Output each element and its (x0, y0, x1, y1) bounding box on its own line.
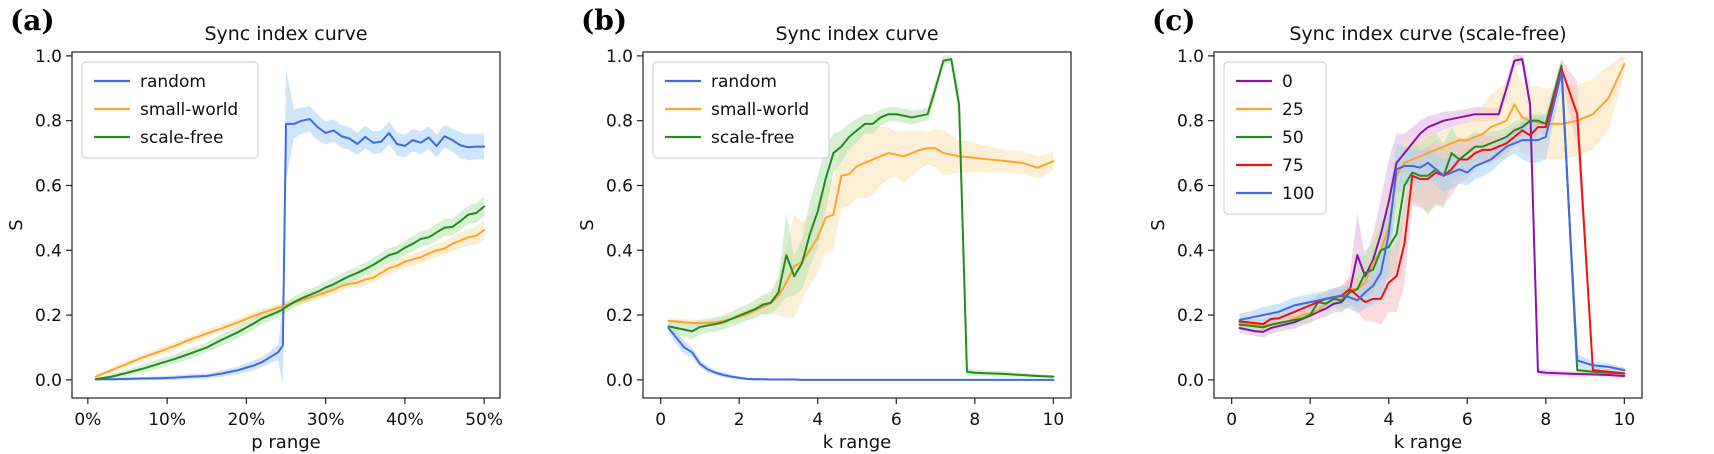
panel-b: (b) 0 2 4 6 8 10 0.0 0.2 0.4 0.6 0.8 1.0 Sync index … (571, 0, 1142, 454)
y-tick-label: 0.8 (35, 112, 62, 132)
band-scale-free (668, 55, 1054, 379)
line-small-world (94, 229, 486, 378)
legend-box (652, 61, 830, 159)
x-tick-label: 40% (386, 410, 424, 430)
x-axis-label: p range (251, 432, 321, 453)
x-tick-label: 30% (307, 410, 345, 430)
line-25 (1238, 62, 1626, 327)
legend-label-random: random (140, 72, 206, 92)
legend-label-scale-free: scale-free (140, 128, 223, 148)
line-random (94, 118, 486, 381)
y-tick-label: 0.6 (606, 176, 633, 196)
panel-label-b: (b) (581, 4, 628, 37)
y-axis-label: S (1148, 219, 1169, 230)
x-tick-label: 8 (1540, 410, 1551, 430)
axes-frame (642, 51, 1072, 399)
chart-c: 0 2 4 6 8 10 0.0 0.2 0.4 0.6 0.8 1.0 Sync index curv… (1148, 23, 1643, 453)
panel-label-c: (c) (1152, 4, 1196, 37)
y-tick-label: 1.0 (606, 47, 633, 67)
y-tick-label: 0.8 (1177, 112, 1204, 132)
line-scale-free (667, 58, 1055, 378)
panel-a: (a) 0% 10% 20% 30% 40% 50% 0.0 0.2 0.4 0.6 0.8 1.0 S… (0, 0, 571, 454)
line-0 (1238, 58, 1626, 377)
x-tick-label: 0 (1226, 410, 1237, 430)
axes-frame (1213, 51, 1643, 399)
x-tick-label: 4 (1383, 410, 1394, 430)
legend-label-random: random (711, 72, 777, 92)
legend-label-25: 25 (1282, 100, 1304, 120)
legend-label-scale-free: scale-free (711, 128, 794, 148)
legend-box (1223, 61, 1327, 215)
x-tick-label: 6 (1462, 410, 1473, 430)
y-tick-label: 0.6 (1177, 176, 1204, 196)
y-tick-label: 0.4 (35, 241, 62, 261)
legend-label-75: 75 (1282, 156, 1304, 176)
chart-title: Sync index curve (204, 23, 367, 45)
line-random (667, 327, 1055, 381)
x-tick-label: 10 (1614, 410, 1636, 430)
chart-b: 0 2 4 6 8 10 0.0 0.2 0.4 0.6 0.8 1.0 Sync index curv… (577, 23, 1072, 453)
band-100 (1239, 59, 1625, 373)
y-tick-label: 0.0 (35, 371, 62, 391)
x-tick-label: 0 (655, 410, 666, 430)
x-tick-label: 10 (1043, 410, 1065, 430)
chart-title: Sync index curve (scale-free) (1289, 23, 1566, 45)
axes-frame (71, 51, 501, 399)
x-tick-label: 10% (148, 410, 186, 430)
y-tick-label: 0.2 (606, 306, 633, 326)
y-tick-label: 0.4 (1177, 241, 1204, 261)
chart-title: Sync index curve (775, 23, 938, 45)
y-tick-label: 0.6 (35, 176, 62, 196)
x-tick-label: 4 (812, 410, 823, 430)
x-tick-label: 2 (734, 410, 745, 430)
y-tick-label: 1.0 (35, 47, 62, 67)
legend-box (81, 61, 259, 159)
x-axis-label: k range (823, 432, 891, 453)
legend-label-0: 0 (1282, 72, 1293, 92)
line-100 (1238, 71, 1626, 372)
line-scale-free (94, 205, 486, 381)
chart-a: 0% 10% 20% 30% 40% 50% 0.0 0.2 0.4 0.6 0.8 1.0 Sync … (6, 23, 503, 453)
x-axis-label: k range (1394, 432, 1462, 453)
y-tick-label: 1.0 (1177, 47, 1204, 67)
legend-label-small-world: small-world (711, 100, 809, 120)
legend-label-100: 100 (1282, 184, 1314, 204)
x-tick-label: 6 (891, 410, 902, 430)
band-random (95, 68, 485, 385)
x-tick-label: 2 (1305, 410, 1316, 430)
y-tick-label: 0.2 (1177, 306, 1204, 326)
y-tick-label: 0.8 (606, 112, 633, 132)
line-50 (1238, 64, 1626, 375)
x-tick-label: 8 (969, 410, 980, 430)
y-tick-label: 0.0 (606, 371, 633, 391)
y-axis-label: S (577, 219, 598, 230)
x-tick-label: 20% (227, 410, 265, 430)
y-axis-label: S (6, 219, 27, 230)
y-tick-label: 0.2 (35, 306, 62, 326)
y-tick-label: 0.4 (606, 241, 633, 261)
x-tick-label: 0% (74, 410, 101, 430)
x-tick-label: 50% (465, 410, 503, 430)
legend-label-50: 50 (1282, 128, 1304, 148)
legend-label-small-world: small-world (140, 100, 238, 120)
panel-label-a: (a) (10, 4, 55, 37)
y-tick-label: 0.0 (1177, 371, 1204, 391)
panel-c: (c) 0 2 4 6 8 10 0.0 0.2 0.4 0.6 0.8 1.0 Sync index … (1142, 0, 1714, 454)
line-75 (1238, 67, 1626, 375)
